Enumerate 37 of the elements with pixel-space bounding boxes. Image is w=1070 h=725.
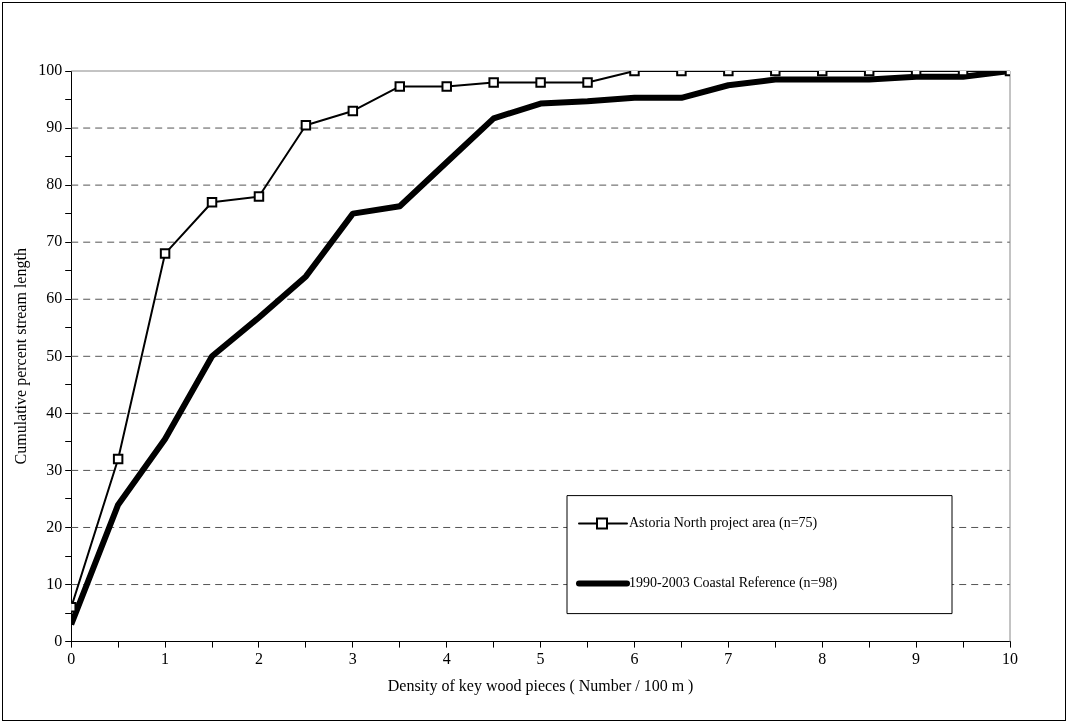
point [159,248,171,259]
x-tick-label: 2 [254,650,263,668]
y-tick-label: 10 [46,574,63,592]
y-tick-label: 90 [46,118,63,136]
x-tick-label: 4 [442,650,451,668]
point [300,119,312,131]
point [347,105,359,117]
legend-label: 1990-2003 Coastal Reference (n=98) [629,575,838,592]
x-tick-label: 0 [67,650,76,668]
x-tick-label: 8 [818,650,827,668]
y-tick-label: 100 [38,61,63,79]
point [253,191,265,202]
point [441,81,452,92]
y-tick-label: 0 [54,631,63,649]
x-tick-label: 6 [630,650,639,668]
y-tick-label: 70 [46,232,63,250]
y-tick-label: 50 [46,346,63,364]
y-tick-label: 20 [46,517,63,535]
x-tick-label: 5 [536,650,545,668]
x-tick-label: 9 [912,650,921,668]
y-axis-title: Cumulative percent stream length [11,248,30,465]
point [394,81,406,92]
point [112,453,124,465]
y-tick-label: 60 [46,289,63,307]
point [206,197,218,208]
y-tick-label: 40 [46,403,63,421]
point [535,77,546,88]
legend-label: Astoria North project area (n=75) [629,515,818,532]
x-tick-label: 1 [161,650,170,668]
point [582,77,593,88]
x-axis-title: Density of key wood pieces ( Number / 100 m ) [387,676,694,695]
point [488,77,499,88]
y-tick-label: 30 [46,460,63,478]
x-tick-label: 3 [348,650,357,668]
y-tick-label: 80 [46,175,63,193]
x-tick-label: 7 [724,650,733,668]
x-tick-label: 10 [1002,650,1018,668]
